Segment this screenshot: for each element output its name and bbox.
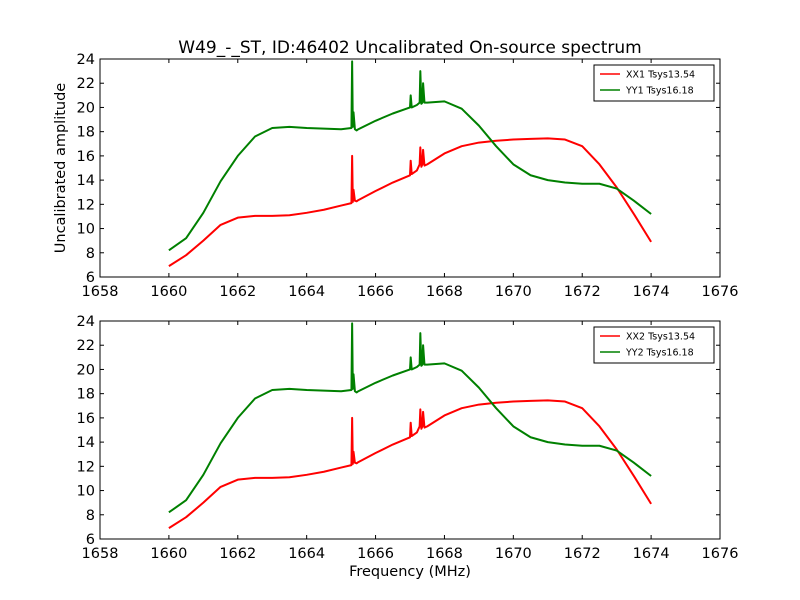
bottom-x-tick-label: 1672: [564, 546, 601, 562]
bottom-series-group: [168, 322, 652, 529]
bottom-y-tick-label: 6: [86, 532, 95, 548]
top-y-tick-label: 16: [77, 149, 95, 165]
bottom-x-tick-label: 1666: [357, 546, 394, 562]
top-x-tick-label: 1674: [633, 284, 670, 300]
top-y-tick-label: 14: [77, 173, 95, 189]
figure-title: W49_-_ST, ID:46402 Uncalibrated On-sourc…: [178, 38, 641, 58]
top-y-tick-label: 8: [86, 246, 95, 262]
bottom-y-tick-label: 24: [77, 314, 95, 330]
top-y-tick-label: 6: [86, 270, 95, 286]
bottom-y-tick-label: 16: [77, 411, 95, 427]
bottom-axes-frame: [99, 320, 721, 540]
top-y-tick-label: 18: [77, 125, 95, 141]
bottom-panel: 1658 1660 1662 1664 1666 1668 1670 1672 1674 1676…: [77, 314, 739, 562]
top-legend: XX1 Tsys13.54 YY1 Tsys16.18: [593, 64, 715, 102]
top-x-tick-label: 1662: [219, 284, 256, 300]
bottom-x-tick-label: 1676: [702, 546, 739, 562]
bottom-legend-box: [593, 326, 715, 364]
bottom-legend: XX2 Tsys13.54 YY2 Tsys16.18: [593, 326, 715, 364]
top-y-tick-label: 20: [77, 100, 95, 116]
bottom-x-tick-label: 1670: [495, 546, 532, 562]
top-x-tick-label: 1672: [564, 284, 601, 300]
top-series-line-yy: [168, 60, 652, 252]
bottom-y-tick-label: 12: [77, 459, 95, 475]
top-x-tick-label: 1666: [357, 284, 394, 300]
x-axis-title: Frequency (MHz): [349, 564, 471, 580]
top-y-tick-label: 22: [77, 76, 95, 92]
top-x-tick-label: 1668: [426, 284, 463, 300]
bottom-x-tick-label: 1674: [633, 546, 670, 562]
top-y-tick-label: 12: [77, 197, 95, 213]
bottom-legend-label: XX2 Tsys13.54: [626, 332, 695, 343]
bottom-x-tick-label: 1668: [426, 546, 463, 562]
bottom-x-tick-label: 1662: [219, 546, 256, 562]
bottom-y-tick-label: 20: [77, 362, 95, 378]
top-legend-box: [593, 64, 715, 102]
top-legend-label: XX1 Tsys13.54: [626, 70, 695, 81]
bottom-y-tick-label: 8: [86, 508, 95, 524]
top-x-tick-label: 1664: [288, 284, 325, 300]
top-panel: 1658 1660 1662 1664 1666 1668 1670 1672 1674 1676…: [77, 52, 739, 300]
top-series-group: [168, 60, 652, 267]
top-x-tick-label: 1670: [495, 284, 532, 300]
y-axis-title: Uncalibrated amplitude: [53, 83, 69, 254]
top-y-tick-label: 24: [77, 52, 95, 68]
top-x-tick-label: 1676: [702, 284, 739, 300]
top-x-tick-label: 1660: [150, 284, 187, 300]
top-series-line-xx: [168, 137, 652, 267]
bottom-series-line-xx: [168, 399, 652, 529]
top-legend-label: YY1 Tsys16.18: [625, 86, 694, 97]
bottom-legend-label: YY2 Tsys16.18: [625, 348, 694, 359]
bottom-y-tick-label: 22: [77, 338, 95, 354]
bottom-y-tick-label: 10: [77, 484, 95, 500]
bottom-x-tick-label: 1658: [82, 546, 119, 562]
bottom-x-tick-label: 1660: [150, 546, 187, 562]
bottom-y-tick-label: 14: [77, 435, 95, 451]
bottom-series-line-yy: [168, 322, 652, 514]
bottom-x-tick-label: 1664: [288, 546, 325, 562]
top-x-tick-label: 1658: [82, 284, 119, 300]
top-y-tick-label: 10: [77, 222, 95, 238]
bottom-y-tick-label: 18: [77, 387, 95, 403]
top-axes-frame: [99, 58, 721, 278]
